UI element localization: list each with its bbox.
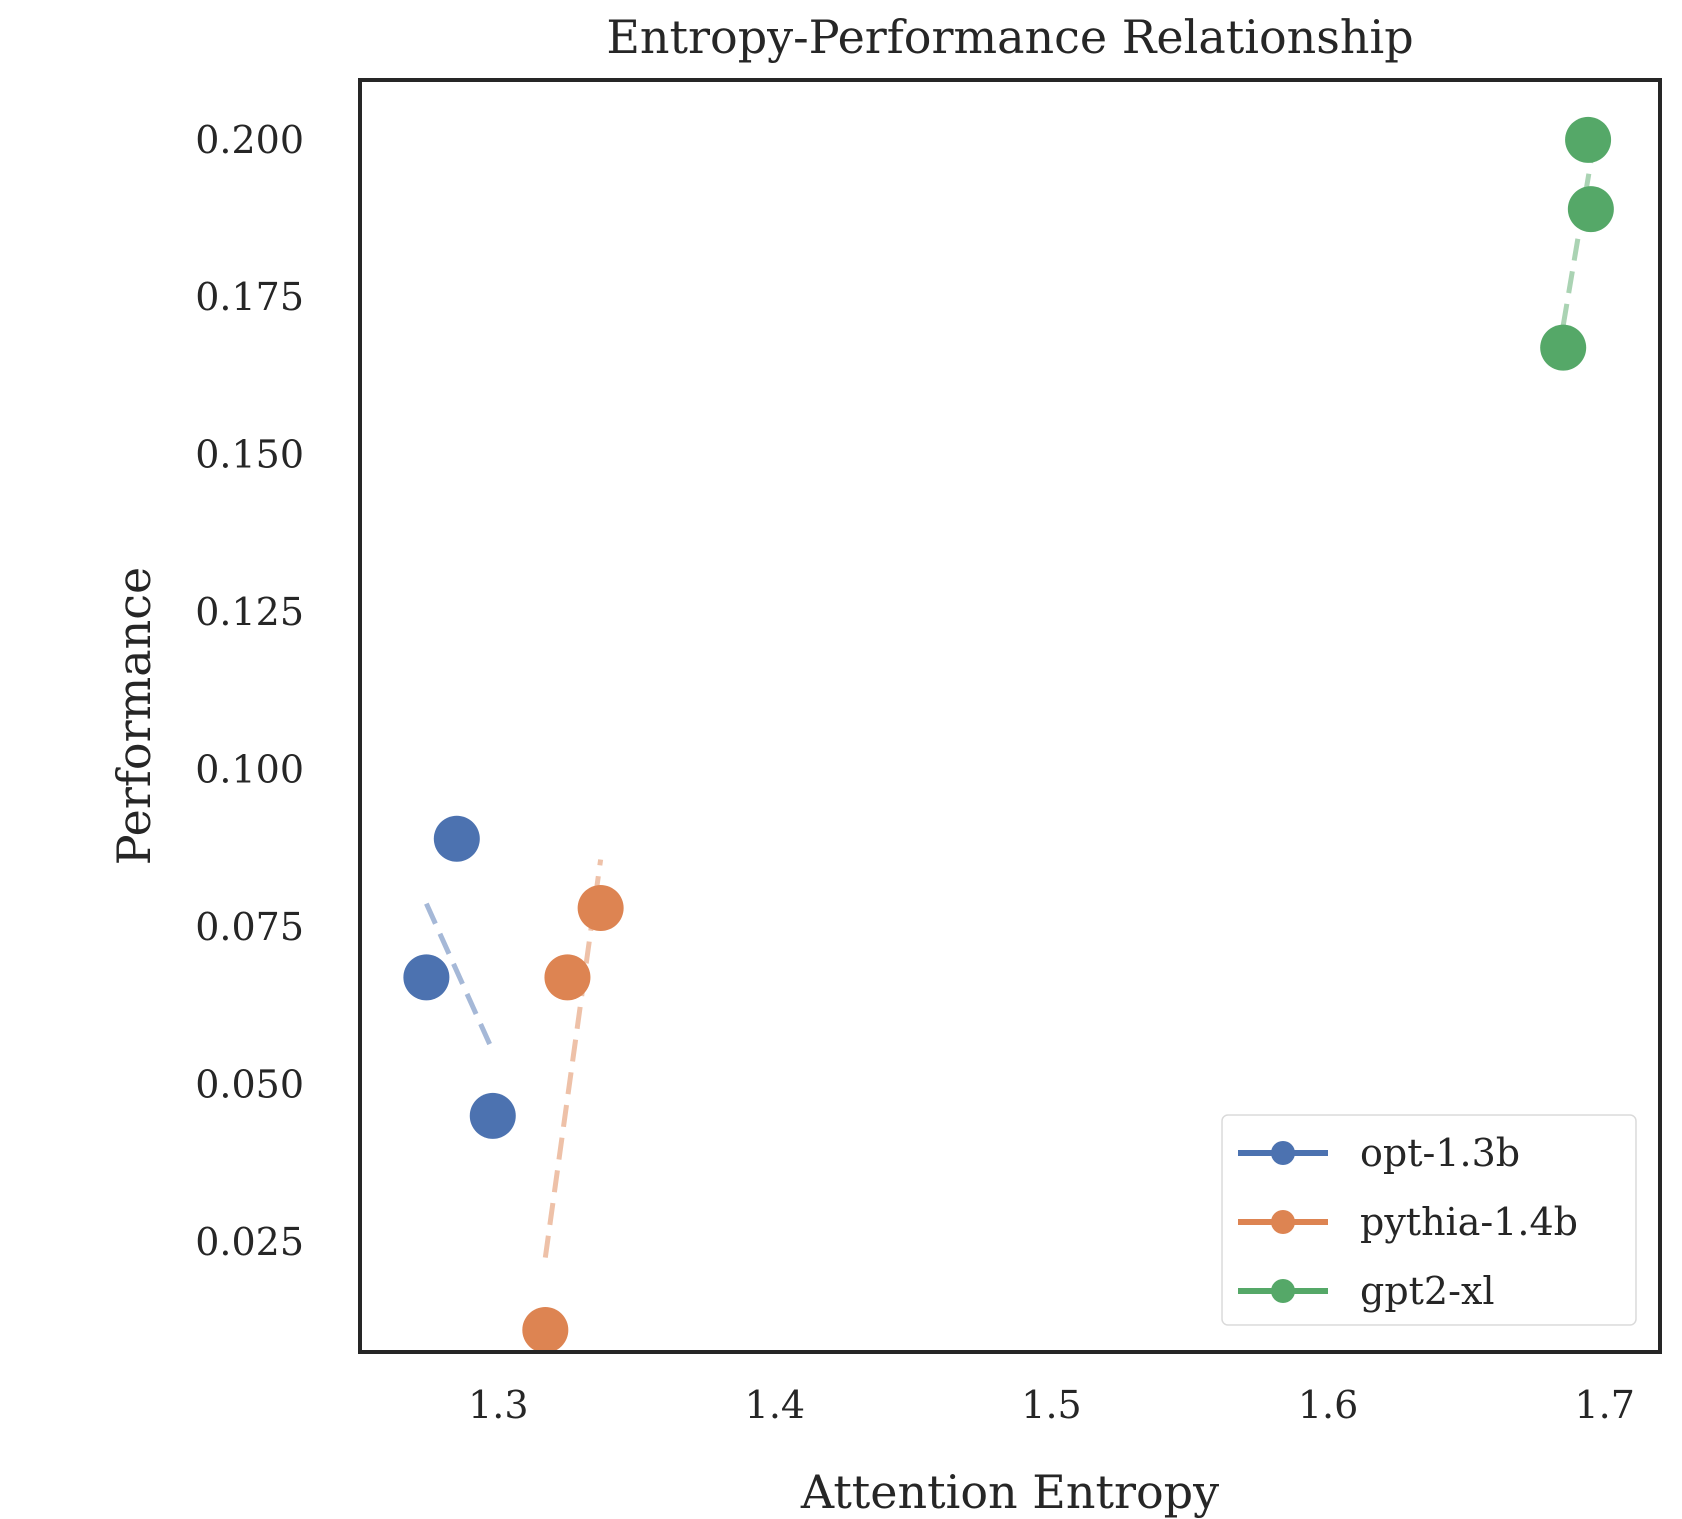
x-axis-label: Attention Entropy xyxy=(800,1465,1219,1519)
y-tick-label: 0.175 xyxy=(195,275,304,319)
legend-box xyxy=(1221,1114,1637,1326)
legend-label-pythia-1.4b: pythia-1.4b xyxy=(1360,1200,1578,1244)
legend-label-opt-1.3b: opt-1.3b xyxy=(1360,1131,1520,1175)
data-point-opt-1.3b xyxy=(433,815,480,862)
x-tick-label: 1.4 xyxy=(745,1383,805,1427)
legend-marker-gpt2-xl xyxy=(1271,1279,1295,1303)
chart-title: Entropy-Performance Relationship xyxy=(606,10,1413,64)
y-tick-label: 0.050 xyxy=(195,1062,304,1106)
data-point-gpt2-xl xyxy=(1565,116,1612,163)
data-points xyxy=(403,116,1614,1353)
x-tick-label: 1.7 xyxy=(1574,1383,1634,1427)
y-tick-label: 0.200 xyxy=(195,118,304,162)
legend-marker-pythia-1.4b xyxy=(1271,1210,1295,1234)
data-point-pythia-1.4b xyxy=(577,885,624,932)
y-tick-label: 0.025 xyxy=(195,1220,304,1264)
legend-label-gpt2-xl: gpt2-xl xyxy=(1360,1269,1495,1313)
y-tick-label: 0.100 xyxy=(195,748,304,792)
x-tick-label: 1.5 xyxy=(1021,1383,1081,1427)
x-tick-label: 1.3 xyxy=(468,1383,528,1427)
data-point-opt-1.3b xyxy=(403,954,450,1001)
legend-marker-opt-1.3b xyxy=(1271,1141,1295,1165)
data-point-pythia-1.4b xyxy=(544,954,591,1001)
plot-frame xyxy=(358,78,1662,1354)
y-tick-labels: 0.025 0.050 0.075 0.100 0.125 0.150 0.175 0.200 xyxy=(195,118,304,1264)
y-axis-label: Performance xyxy=(107,567,161,865)
y-tick-label: 0.150 xyxy=(195,433,304,477)
trend-line-opt-1.3b xyxy=(424,902,496,1053)
data-point-gpt2-xl xyxy=(1567,186,1614,233)
y-tick-label: 0.075 xyxy=(195,905,304,949)
x-tick-label: 1.6 xyxy=(1298,1383,1358,1427)
data-point-opt-1.3b xyxy=(469,1092,516,1139)
y-tick-label: 0.125 xyxy=(195,590,304,634)
data-point-gpt2-xl xyxy=(1540,324,1587,371)
legend: opt-1.3b pythia-1.4b gpt2-xl xyxy=(1221,1114,1637,1326)
data-point-pythia-1.4b xyxy=(522,1306,569,1353)
x-tick-labels: 1.3 1.4 1.5 1.6 1.7 xyxy=(468,1383,1635,1427)
